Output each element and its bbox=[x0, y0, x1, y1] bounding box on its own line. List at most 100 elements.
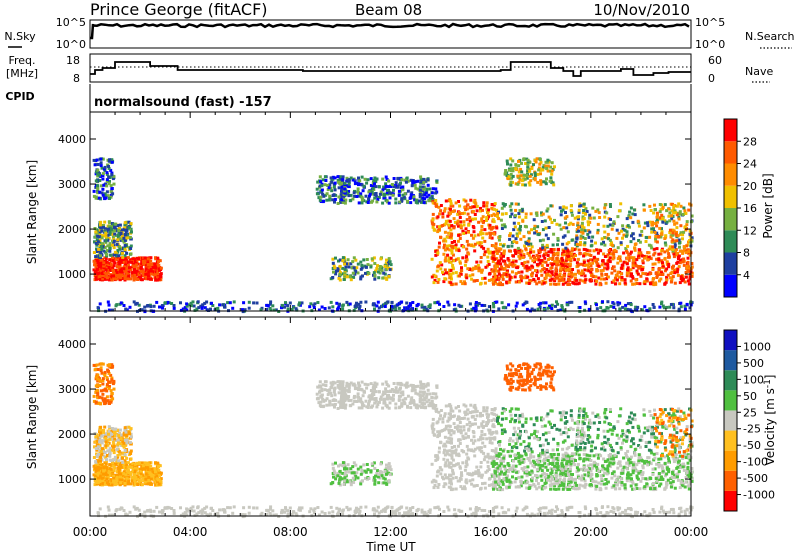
colorbar-tick-label: 4 bbox=[743, 269, 750, 282]
velocity-cell bbox=[95, 476, 99, 480]
power-cell bbox=[538, 158, 542, 161]
power-cell bbox=[625, 217, 629, 221]
power-cell bbox=[443, 237, 447, 241]
velocity-cell bbox=[384, 380, 388, 384]
power-cell bbox=[580, 221, 584, 225]
power-cell bbox=[653, 251, 657, 255]
power-cell bbox=[550, 169, 554, 173]
power-cell bbox=[544, 226, 548, 230]
power-cell bbox=[99, 261, 103, 265]
power-cell bbox=[93, 227, 97, 230]
power-cell bbox=[626, 224, 630, 228]
power-cell bbox=[566, 249, 570, 253]
velocity-cell bbox=[409, 406, 413, 410]
velocity-cell bbox=[102, 454, 106, 458]
power-cell bbox=[105, 272, 109, 276]
power-cell bbox=[559, 213, 563, 217]
velocity-cell bbox=[141, 464, 145, 468]
velocity-cell bbox=[340, 395, 344, 399]
power-cell bbox=[143, 256, 147, 260]
power-cell bbox=[561, 242, 565, 246]
power-cell bbox=[673, 209, 677, 213]
velocity-cell bbox=[106, 438, 110, 442]
power-cell bbox=[616, 246, 620, 250]
power-cell bbox=[443, 230, 447, 234]
power-cell bbox=[336, 178, 340, 182]
power-cell bbox=[357, 190, 361, 194]
power-cell bbox=[660, 271, 663, 275]
power-cell bbox=[135, 259, 139, 263]
power-cell bbox=[494, 265, 498, 269]
power-cell bbox=[116, 248, 120, 252]
power-cell bbox=[512, 254, 515, 258]
velocity-cell bbox=[359, 397, 363, 401]
power-cell bbox=[686, 269, 690, 273]
power-cell bbox=[410, 191, 414, 195]
power-cell bbox=[546, 263, 550, 267]
power-cell bbox=[417, 199, 421, 203]
power-cell bbox=[133, 264, 137, 268]
velocity-cell bbox=[98, 469, 102, 473]
velocity-cell bbox=[97, 476, 100, 480]
power-cell bbox=[336, 175, 340, 179]
power-cell bbox=[623, 228, 627, 232]
power-cell bbox=[619, 202, 623, 206]
power-cell bbox=[671, 249, 675, 253]
velocity-cell bbox=[139, 472, 143, 476]
velocity-cell bbox=[324, 384, 328, 387]
velocity-cell bbox=[412, 400, 416, 404]
power-cell bbox=[594, 241, 597, 245]
velocity-cell bbox=[382, 401, 386, 405]
power-cell bbox=[582, 217, 586, 220]
power-cell bbox=[337, 276, 341, 280]
power-cell bbox=[581, 279, 585, 283]
power-cell bbox=[514, 259, 518, 263]
power-cell bbox=[109, 269, 113, 272]
power-cell bbox=[586, 263, 590, 267]
power-cell bbox=[578, 306, 582, 309]
power-cell bbox=[101, 234, 105, 238]
power-cell bbox=[118, 237, 122, 241]
power-cell bbox=[675, 239, 679, 243]
velocity-cell bbox=[99, 474, 102, 478]
power-cell bbox=[665, 305, 669, 309]
power-cell bbox=[544, 260, 548, 264]
power-cell bbox=[528, 267, 532, 271]
power-cell bbox=[378, 192, 382, 196]
velocity-cell bbox=[372, 383, 376, 387]
power-cell bbox=[587, 223, 590, 227]
power-cell bbox=[630, 275, 634, 278]
power-cell bbox=[115, 242, 119, 246]
power-cell bbox=[454, 243, 458, 247]
power-cell bbox=[452, 244, 455, 248]
power-cell bbox=[529, 242, 533, 246]
power-cell bbox=[468, 219, 472, 223]
power-cell bbox=[98, 235, 102, 239]
velocity-cell bbox=[406, 404, 409, 408]
velocity-cell bbox=[98, 480, 102, 483]
power-cell bbox=[675, 204, 679, 208]
power-cell bbox=[414, 307, 418, 311]
power-cell bbox=[494, 275, 498, 279]
power-cell bbox=[427, 305, 431, 308]
power-cell bbox=[128, 305, 132, 309]
velocity-cell bbox=[112, 451, 116, 455]
power-cell bbox=[496, 214, 499, 218]
power-cell bbox=[581, 215, 585, 219]
velocity-cell bbox=[110, 429, 114, 433]
power-cell bbox=[558, 206, 562, 210]
power-cell bbox=[95, 243, 99, 247]
power-cell bbox=[667, 265, 671, 269]
velocity-cell bbox=[318, 380, 322, 384]
power-cell bbox=[95, 158, 99, 162]
power-cell bbox=[346, 178, 350, 182]
velocity-cell bbox=[94, 460, 98, 464]
power-cell bbox=[98, 223, 102, 227]
power-cell bbox=[154, 265, 157, 269]
power-cell bbox=[459, 280, 463, 284]
power-cell bbox=[371, 199, 375, 203]
power-cell bbox=[606, 253, 610, 257]
power-cell bbox=[341, 304, 345, 308]
power-cell bbox=[116, 233, 120, 237]
power-cell bbox=[681, 237, 684, 241]
